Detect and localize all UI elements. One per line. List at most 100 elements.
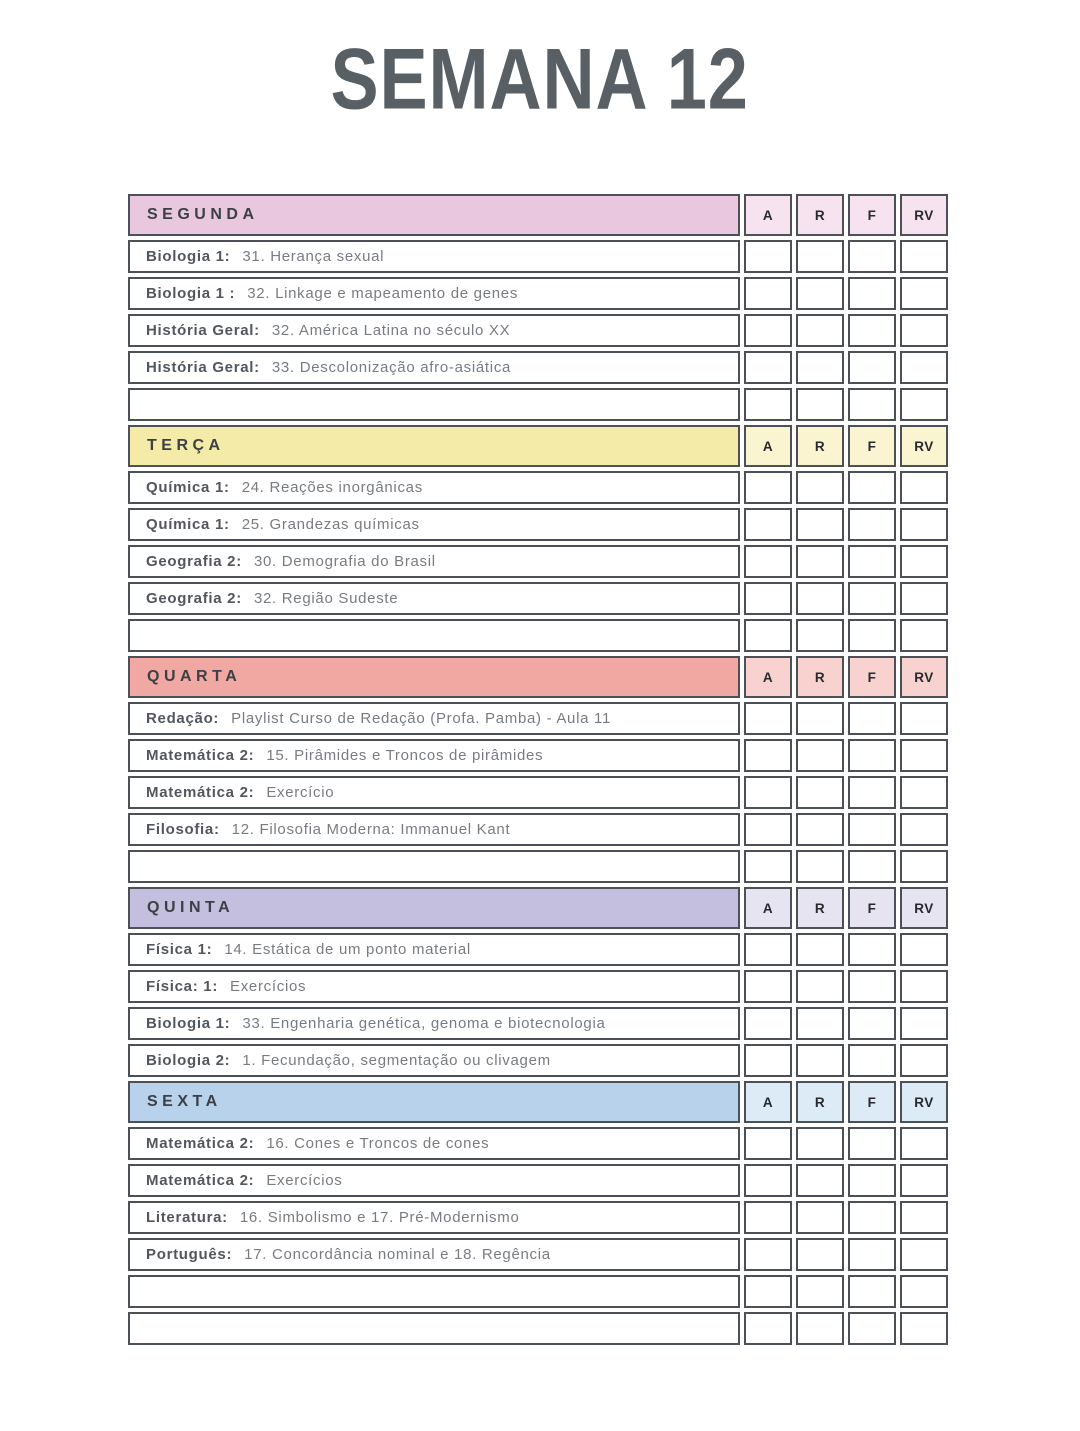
checkbox-r-sexta-row1[interactable] [796, 1127, 844, 1160]
checkbox-rv-quinta-row1[interactable] [900, 933, 948, 966]
checkbox-a-sexta-row2[interactable] [744, 1164, 792, 1197]
checkbox-f-quarta-row5[interactable] [848, 850, 896, 883]
checkbox-rv-segunda-row4[interactable] [900, 351, 948, 384]
checkbox-f-quarta-row3[interactable] [848, 776, 896, 809]
checkbox-r-segunda-row2[interactable] [796, 277, 844, 310]
checkbox-a-quarta-row2[interactable] [744, 739, 792, 772]
checkbox-r-quarta-row4[interactable] [796, 813, 844, 846]
checkbox-a-segunda-row1[interactable] [744, 240, 792, 273]
checkbox-r-sexta-row6[interactable] [796, 1312, 844, 1345]
checkbox-rv-segunda-row5[interactable] [900, 388, 948, 421]
checkbox-rv-quinta-row3[interactable] [900, 1007, 948, 1040]
checkbox-r-terca-row5[interactable] [796, 619, 844, 652]
checkbox-f-segunda-row4[interactable] [848, 351, 896, 384]
checkbox-r-terca-row2[interactable] [796, 508, 844, 541]
checkbox-r-sexta-row4[interactable] [796, 1238, 844, 1271]
checkbox-f-segunda-row1[interactable] [848, 240, 896, 273]
checkbox-a-quarta-row1[interactable] [744, 702, 792, 735]
checkbox-r-segunda-row3[interactable] [796, 314, 844, 347]
checkbox-rv-quarta-row1[interactable] [900, 702, 948, 735]
checkbox-f-sexta-row4[interactable] [848, 1238, 896, 1271]
checkbox-a-quinta-row4[interactable] [744, 1044, 792, 1077]
checkbox-f-terca-row3[interactable] [848, 545, 896, 578]
checkbox-r-quinta-row1[interactable] [796, 933, 844, 966]
checkbox-f-terca-row4[interactable] [848, 582, 896, 615]
checkbox-rv-sexta-row5[interactable] [900, 1275, 948, 1308]
checkbox-rv-terca-row4[interactable] [900, 582, 948, 615]
checkbox-a-segunda-row4[interactable] [744, 351, 792, 384]
checkbox-f-quinta-row2[interactable] [848, 970, 896, 1003]
checkbox-a-sexta-row6[interactable] [744, 1312, 792, 1345]
checkbox-rv-sexta-row3[interactable] [900, 1201, 948, 1234]
checkbox-r-sexta-row3[interactable] [796, 1201, 844, 1234]
checkbox-a-segunda-row3[interactable] [744, 314, 792, 347]
checkbox-r-terca-row1[interactable] [796, 471, 844, 504]
checkbox-rv-segunda-row3[interactable] [900, 314, 948, 347]
checkbox-rv-sexta-row2[interactable] [900, 1164, 948, 1197]
checkbox-r-segunda-row1[interactable] [796, 240, 844, 273]
checkbox-rv-quarta-row3[interactable] [900, 776, 948, 809]
checkbox-rv-quarta-row4[interactable] [900, 813, 948, 846]
checkbox-rv-terca-row5[interactable] [900, 619, 948, 652]
checkbox-r-quinta-row3[interactable] [796, 1007, 844, 1040]
checkbox-r-quarta-row1[interactable] [796, 702, 844, 735]
checkbox-f-segunda-row3[interactable] [848, 314, 896, 347]
checkbox-a-terca-row5[interactable] [744, 619, 792, 652]
checkbox-a-terca-row2[interactable] [744, 508, 792, 541]
checkbox-a-segunda-row5[interactable] [744, 388, 792, 421]
checkbox-a-terca-row3[interactable] [744, 545, 792, 578]
checkbox-a-sexta-row1[interactable] [744, 1127, 792, 1160]
checkbox-rv-quinta-row4[interactable] [900, 1044, 948, 1077]
checkbox-f-sexta-row3[interactable] [848, 1201, 896, 1234]
checkbox-f-quinta-row3[interactable] [848, 1007, 896, 1040]
checkbox-a-quinta-row2[interactable] [744, 970, 792, 1003]
checkbox-a-segunda-row2[interactable] [744, 277, 792, 310]
checkbox-f-quinta-row1[interactable] [848, 933, 896, 966]
checkbox-r-segunda-row4[interactable] [796, 351, 844, 384]
checkbox-r-terca-row4[interactable] [796, 582, 844, 615]
checkbox-rv-sexta-row4[interactable] [900, 1238, 948, 1271]
checkbox-rv-terca-row2[interactable] [900, 508, 948, 541]
checkbox-rv-quarta-row2[interactable] [900, 739, 948, 772]
checkbox-rv-segunda-row1[interactable] [900, 240, 948, 273]
checkbox-r-sexta-row5[interactable] [796, 1275, 844, 1308]
checkbox-a-sexta-row5[interactable] [744, 1275, 792, 1308]
checkbox-f-terca-row2[interactable] [848, 508, 896, 541]
checkbox-r-quinta-row2[interactable] [796, 970, 844, 1003]
checkbox-f-terca-row1[interactable] [848, 471, 896, 504]
checkbox-f-segunda-row5[interactable] [848, 388, 896, 421]
checkbox-r-quinta-row4[interactable] [796, 1044, 844, 1077]
checkbox-f-segunda-row2[interactable] [848, 277, 896, 310]
checkbox-a-terca-row4[interactable] [744, 582, 792, 615]
checkbox-rv-terca-row3[interactable] [900, 545, 948, 578]
checkbox-a-quinta-row1[interactable] [744, 933, 792, 966]
checkbox-rv-segunda-row2[interactable] [900, 277, 948, 310]
checkbox-f-sexta-row6[interactable] [848, 1312, 896, 1345]
checkbox-f-quarta-row4[interactable] [848, 813, 896, 846]
checkbox-r-quarta-row3[interactable] [796, 776, 844, 809]
checkbox-rv-sexta-row1[interactable] [900, 1127, 948, 1160]
checkbox-f-sexta-row5[interactable] [848, 1275, 896, 1308]
checkbox-r-segunda-row5[interactable] [796, 388, 844, 421]
checkbox-a-quarta-row4[interactable] [744, 813, 792, 846]
checkbox-r-terca-row3[interactable] [796, 545, 844, 578]
checkbox-rv-quinta-row2[interactable] [900, 970, 948, 1003]
checkbox-rv-terca-row1[interactable] [900, 471, 948, 504]
checkbox-r-quarta-row5[interactable] [796, 850, 844, 883]
checkbox-f-terca-row5[interactable] [848, 619, 896, 652]
checkbox-a-quarta-row5[interactable] [744, 850, 792, 883]
checkbox-f-quinta-row4[interactable] [848, 1044, 896, 1077]
checkbox-f-quarta-row2[interactable] [848, 739, 896, 772]
checkbox-a-sexta-row4[interactable] [744, 1238, 792, 1271]
checkbox-a-quarta-row3[interactable] [744, 776, 792, 809]
checkbox-f-sexta-row2[interactable] [848, 1164, 896, 1197]
checkbox-rv-quarta-row5[interactable] [900, 850, 948, 883]
checkbox-a-terca-row1[interactable] [744, 471, 792, 504]
checkbox-f-quarta-row1[interactable] [848, 702, 896, 735]
checkbox-a-quinta-row3[interactable] [744, 1007, 792, 1040]
checkbox-a-sexta-row3[interactable] [744, 1201, 792, 1234]
checkbox-rv-sexta-row6[interactable] [900, 1312, 948, 1345]
checkbox-r-sexta-row2[interactable] [796, 1164, 844, 1197]
checkbox-r-quarta-row2[interactable] [796, 739, 844, 772]
checkbox-f-sexta-row1[interactable] [848, 1127, 896, 1160]
